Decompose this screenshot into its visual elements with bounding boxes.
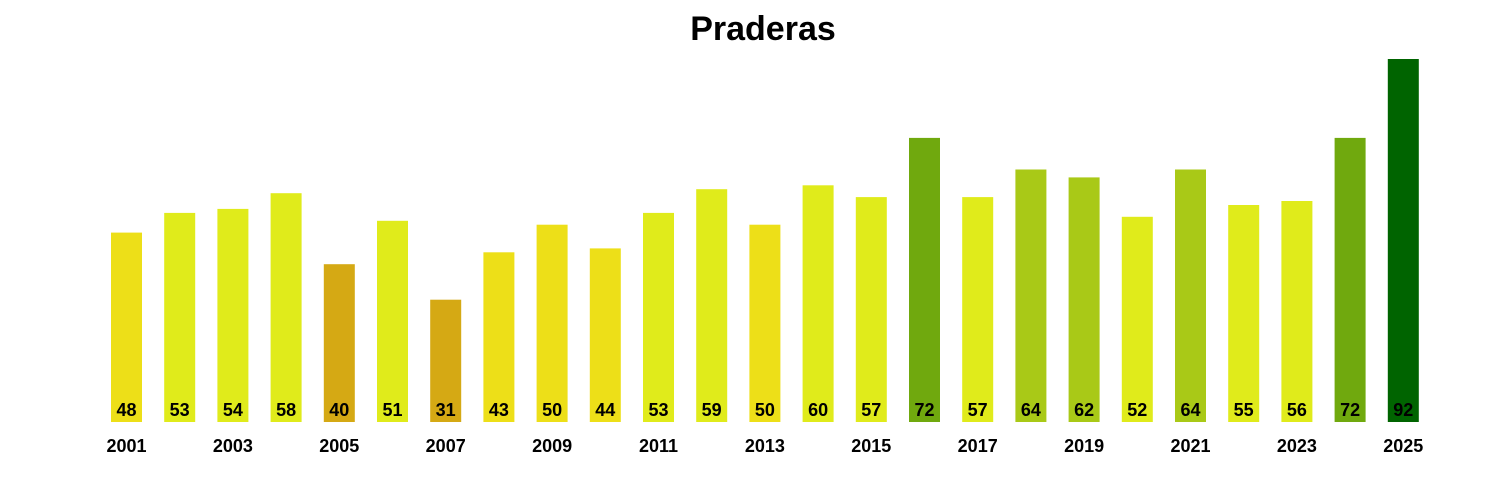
- value-label-2013: 50: [755, 400, 775, 420]
- x-tick-label-2015: 2015: [851, 436, 891, 456]
- bar-2017: [962, 197, 994, 422]
- x-tick-label-2011: 2011: [639, 436, 678, 456]
- bar-2004: [270, 193, 302, 422]
- bar-2012: [696, 189, 728, 422]
- bar-2008: [483, 252, 515, 422]
- value-label-2002: 53: [170, 400, 190, 420]
- bar-2006: [377, 220, 408, 422]
- value-labels-layer: 48 53 54 58 40 51 31 43 50 44 53 59 50 60 57 72 57 64 62 52…: [116, 400, 1413, 420]
- value-label-2003: 54: [223, 400, 243, 420]
- bar-2010: [589, 248, 621, 422]
- bar-2024: [1334, 137, 1366, 422]
- bar-2019: [1068, 177, 1100, 422]
- value-label-2010: 44: [595, 400, 615, 420]
- value-label-2006: 51: [382, 400, 402, 420]
- x-tick-label-2001: 2001: [106, 436, 146, 456]
- value-label-2018: 64: [1021, 400, 1041, 420]
- value-label-2001: 48: [116, 400, 136, 420]
- value-label-2024: 72: [1340, 400, 1360, 420]
- bar-2021: [1175, 169, 1206, 422]
- bar-2025: [1387, 59, 1419, 422]
- bar-2013: [749, 224, 781, 422]
- value-label-2014: 60: [808, 400, 828, 420]
- bar-2018: [1015, 169, 1047, 422]
- x-tick-label-2019: 2019: [1064, 436, 1104, 456]
- value-label-2023: 56: [1287, 400, 1307, 420]
- bar-2001: [111, 232, 142, 422]
- value-label-2019: 62: [1074, 400, 1094, 420]
- value-label-2016: 72: [914, 400, 934, 420]
- value-label-2004: 58: [276, 400, 296, 420]
- value-label-2025: 92: [1393, 400, 1413, 420]
- value-label-2007: 31: [436, 400, 456, 420]
- x-tick-labels-layer: 2001 2003 2005 2007 2009 2011 2013 2015 2017 2019…: [106, 436, 1423, 456]
- bar-2002: [164, 212, 196, 422]
- bar-2022: [1228, 205, 1260, 422]
- x-tick-label-2023: 2023: [1277, 436, 1317, 456]
- value-label-2005: 40: [329, 400, 349, 420]
- bar-2007: [430, 299, 462, 422]
- bar-2011: [643, 212, 674, 422]
- x-tick-label-2009: 2009: [532, 436, 572, 456]
- bars-layer: [111, 59, 1419, 422]
- bar-2016: [909, 137, 940, 422]
- value-label-2011: 53: [648, 400, 668, 420]
- value-label-2021: 64: [1180, 400, 1200, 420]
- x-tick-label-2025: 2025: [1383, 436, 1423, 456]
- bar-2015: [855, 197, 887, 422]
- value-label-2020: 52: [1127, 400, 1147, 420]
- value-label-2022: 55: [1234, 400, 1254, 420]
- bar-2009: [536, 224, 568, 422]
- value-label-2009: 50: [542, 400, 562, 420]
- bar-2023: [1281, 201, 1313, 422]
- value-label-2012: 59: [702, 400, 722, 420]
- x-tick-label-2021: 2021: [1170, 436, 1210, 456]
- x-tick-label-2007: 2007: [426, 436, 466, 456]
- value-label-2008: 43: [489, 400, 509, 420]
- bar-2005: [323, 264, 355, 422]
- bar-2014: [802, 185, 834, 422]
- x-tick-label-2003: 2003: [213, 436, 253, 456]
- value-label-2015: 57: [861, 400, 881, 420]
- bar-2003: [217, 208, 249, 422]
- x-tick-label-2013: 2013: [745, 436, 785, 456]
- x-tick-label-2017: 2017: [958, 436, 998, 456]
- x-tick-label-2005: 2005: [319, 436, 359, 456]
- chart-title: Praderas: [690, 10, 836, 48]
- value-label-2017: 57: [968, 400, 988, 420]
- bar-2020: [1121, 216, 1153, 422]
